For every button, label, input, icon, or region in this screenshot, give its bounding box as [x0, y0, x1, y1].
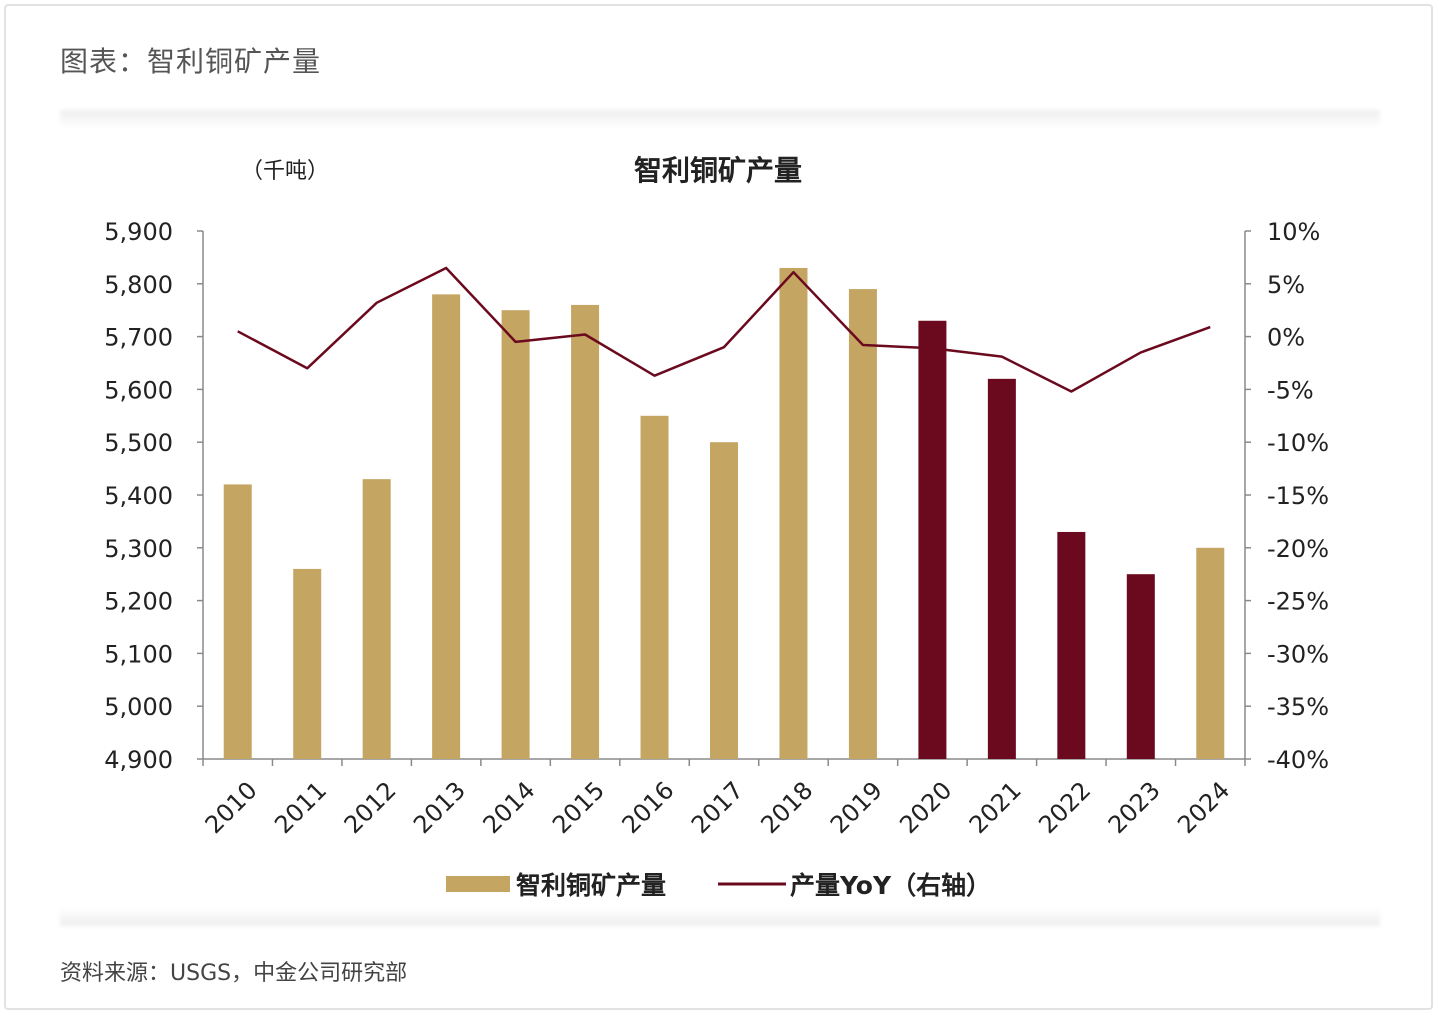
x-tick-label: 2020	[894, 776, 957, 839]
x-tick-label: 2018	[755, 776, 818, 839]
y-left-tick-label: 5,600	[104, 376, 173, 404]
y-right-tick-label: -30%	[1267, 640, 1329, 668]
x-tick-label: 2010	[200, 776, 263, 839]
y-right-tick-label: 10%	[1267, 218, 1320, 246]
x-tick-label: 2013	[408, 776, 471, 839]
source-note: 资料来源：USGS，中金公司研究部	[60, 961, 408, 986]
y-left-tick-label: 5,500	[104, 429, 173, 457]
legend-bar-swatch	[446, 876, 510, 892]
bar-2015	[571, 304, 600, 759]
y-right-tick-label: -35%	[1267, 693, 1329, 721]
bar-2019	[848, 289, 877, 759]
y-left-tick-label: 4,900	[104, 746, 173, 774]
x-tick-label: 2019	[825, 776, 888, 839]
chart-title: 智利铜矿产量	[634, 154, 802, 187]
y-axis-unit-label: （千吨）	[241, 159, 329, 184]
bar-2021	[987, 378, 1016, 759]
legend-line-label: 产量YoY（右轴）	[790, 871, 991, 900]
bar-2018	[779, 267, 808, 759]
y-right-tick-label: 5%	[1267, 271, 1305, 299]
bar-2016	[640, 415, 669, 759]
x-tick-label: 2012	[339, 776, 402, 839]
y-left-tick-label: 5,800	[104, 271, 173, 299]
x-tick-label: 2024	[1172, 776, 1235, 839]
x-tick-label: 2014	[478, 776, 541, 839]
figure-header-title: 图表：智利铜矿产量	[60, 45, 322, 78]
x-tick-label: 2015	[547, 776, 610, 839]
y-left-tick-label: 5,900	[104, 218, 173, 246]
bar-2024	[1196, 547, 1225, 759]
bar-2010	[223, 484, 252, 759]
y-left-tick-label: 5,100	[104, 640, 173, 668]
bar-2017	[710, 442, 738, 759]
y-right-tick-label: -15%	[1267, 482, 1329, 510]
bar-series	[223, 267, 1225, 759]
y-left-tick-label: 5,300	[104, 535, 173, 563]
y-right-tick-label: -40%	[1267, 746, 1329, 774]
x-tick-label: 2023	[1103, 776, 1166, 839]
y-right-tick-label: 0%	[1267, 324, 1305, 352]
y-left-tick-label: 5,200	[104, 588, 173, 616]
header-divider	[60, 110, 1380, 128]
bar-2023	[1126, 574, 1155, 759]
x-tick-label: 2017	[686, 776, 749, 839]
y-left-tick-label: 5,400	[104, 482, 173, 510]
legend-bar-label: 智利铜矿产量	[516, 871, 666, 900]
yoy-line	[237, 266, 1211, 393]
y-right-tick-label: -25%	[1267, 588, 1329, 616]
bar-2013	[432, 294, 461, 759]
line-series	[237, 266, 1211, 393]
y-left-tick-label: 5,000	[104, 693, 173, 721]
x-tick-label: 2021	[964, 776, 1027, 839]
bar-2022	[1057, 531, 1086, 759]
x-tick-label: 2022	[1033, 776, 1096, 839]
legend: 智利铜矿产量 产量YoY（右轴）	[446, 871, 991, 900]
y-right-tick-label: -10%	[1267, 429, 1329, 457]
y-right-tick-label: -20%	[1267, 535, 1329, 563]
x-tick-label: 2016	[617, 776, 680, 839]
y-left-tick-label: 5,700	[104, 324, 173, 352]
bar-2011	[293, 568, 322, 759]
bar-2020	[918, 320, 947, 759]
bar-2014	[501, 310, 530, 759]
y-right-tick-label: -5%	[1267, 376, 1314, 404]
bar-2012	[362, 479, 391, 759]
x-tick-label: 2011	[269, 776, 332, 839]
